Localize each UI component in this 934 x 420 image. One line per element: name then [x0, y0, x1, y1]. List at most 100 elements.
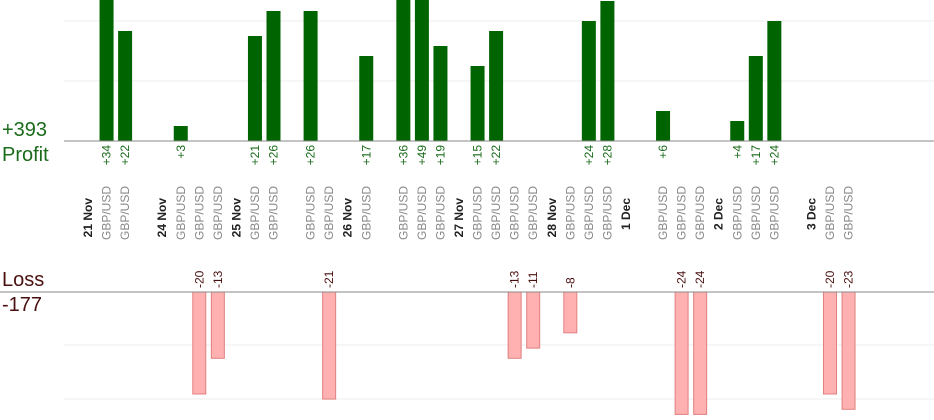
- profit-value-label: +36: [396, 145, 410, 166]
- loss-value-labels: -20 -13 -21 -13 -11 -8 -24 -24 -20 -23: [192, 270, 855, 288]
- profit-bars: [99, 0, 782, 141]
- pair-label: GBP/USD: [767, 186, 781, 240]
- loss-bar: [192, 291, 207, 395]
- profit-bar: [433, 46, 448, 141]
- profit-value-label: +4: [730, 145, 744, 159]
- profit-value-label: +26: [267, 145, 281, 166]
- profit-value-label: +26: [304, 145, 318, 166]
- profit-value-label: +21: [248, 145, 262, 166]
- loss-value-label: -11: [526, 271, 540, 288]
- date-label: 24 Nov: [155, 198, 169, 238]
- loss-value-label: -21: [322, 270, 336, 288]
- profit-value-label: +28: [600, 145, 614, 166]
- loss-bar: [841, 291, 856, 410]
- pair-label: GBP/USD: [749, 186, 763, 240]
- pair-label: GBP/USD: [100, 186, 114, 240]
- profit-bar: [303, 11, 318, 141]
- profit-value-label: +24: [582, 145, 596, 166]
- profit-bar: [470, 66, 485, 141]
- profit-bar: [748, 56, 763, 141]
- pair-label: GBP/USD: [248, 186, 262, 240]
- loss-bar: [674, 291, 689, 415]
- gridlines: [64, 20, 934, 400]
- profit-value-labels: +34 +22 +3 +21 +26 +26 +17 +36 +49 +19 +15 +22 +24 +2…: [100, 145, 782, 166]
- profit-bar: [173, 126, 188, 141]
- loss-value-label: -20: [192, 270, 206, 288]
- profit-bar: [730, 121, 745, 141]
- profit-bar: [600, 1, 615, 141]
- pair-label: GBP/USD: [842, 186, 856, 240]
- pair-label: GBP/USD: [174, 186, 188, 240]
- loss-value-label: -23: [842, 270, 856, 288]
- profit-bar: [359, 56, 374, 141]
- profit-value-label: +15: [471, 145, 485, 166]
- pair-label: GBP/USD: [433, 186, 447, 240]
- profit-bar: [118, 31, 133, 141]
- loss-bar: [823, 291, 837, 395]
- pair-label: GBP/USD: [489, 186, 503, 240]
- profit-value-label: +34: [100, 145, 114, 166]
- pair-label: GBP/USD: [675, 186, 689, 240]
- date-label: 28 Nov: [545, 198, 559, 238]
- loss-bar: [507, 291, 522, 359]
- loss-bars: [192, 291, 856, 415]
- profit-bar: [489, 31, 504, 141]
- pair-label: GBP/USD: [415, 186, 429, 240]
- profit-bar: [414, 0, 429, 141]
- profit-bar: [656, 111, 671, 141]
- date-label: 27 Nov: [452, 198, 466, 238]
- profit-value-label: +22: [118, 145, 132, 166]
- profit-total: +393: [2, 119, 48, 141]
- axis-labels: 21 Nov 24 Nov 25 Nov 26 Nov 27 Nov 28 Nov 1 De…: [81, 186, 856, 240]
- date-label: 26 Nov: [341, 198, 355, 238]
- pair-label: GBP/USD: [563, 186, 577, 240]
- pair-label: GBP/USD: [526, 186, 540, 240]
- profit-bar: [247, 36, 262, 141]
- date-label: 3 Dec: [804, 198, 818, 230]
- profit-value-label: +17: [749, 145, 763, 166]
- loss-label: Loss: [2, 269, 45, 291]
- date-label: 2 Dec: [712, 198, 726, 230]
- loss-total: -177: [2, 294, 43, 316]
- loss-bar: [526, 291, 541, 349]
- loss-value-label: -13: [508, 270, 522, 288]
- pair-label: GBP/USD: [211, 186, 225, 240]
- date-label: 1 Dec: [619, 198, 633, 230]
- pair-label: GBP/USD: [118, 186, 132, 240]
- pair-label: GBP/USD: [693, 186, 707, 240]
- profit-value-label: +24: [767, 145, 781, 166]
- loss-value-label: -20: [823, 270, 837, 288]
- loss-value-label: -24: [693, 270, 707, 288]
- pair-label: GBP/USD: [267, 186, 281, 240]
- profit-bar: [767, 21, 782, 141]
- loss-bar: [322, 291, 337, 400]
- pair-label: GBP/USD: [322, 186, 336, 240]
- profit-label: Profit: [2, 144, 49, 166]
- loss-bar: [693, 291, 708, 415]
- profit-value-label: +49: [415, 145, 429, 166]
- pair-label: GBP/USD: [396, 186, 410, 240]
- pair-label: GBP/USD: [304, 186, 318, 240]
- date-label: 21 Nov: [81, 198, 95, 238]
- profit-bar: [396, 0, 411, 141]
- profit-bar: [99, 0, 114, 141]
- loss-bar: [563, 291, 578, 334]
- date-label: 25 Nov: [229, 198, 243, 238]
- profit-bar: [266, 11, 281, 141]
- profit-value-label: +19: [433, 145, 447, 166]
- pair-label: GBP/USD: [730, 186, 744, 240]
- profit-value-label: +22: [489, 145, 503, 166]
- profit-bar: [581, 21, 596, 141]
- pair-label: GBP/USD: [600, 186, 614, 240]
- loss-bar: [210, 291, 225, 359]
- profit-value-label: +3: [174, 145, 188, 159]
- profit-value-label: +6: [656, 145, 670, 159]
- pair-label: GBP/USD: [823, 186, 837, 240]
- pair-label: GBP/USD: [582, 186, 596, 240]
- pair-label: GBP/USD: [359, 186, 373, 240]
- loss-value-label: -8: [563, 277, 577, 288]
- pair-label: GBP/USD: [471, 186, 485, 240]
- pair-label: GBP/USD: [656, 186, 670, 240]
- loss-value-label: -13: [211, 270, 225, 288]
